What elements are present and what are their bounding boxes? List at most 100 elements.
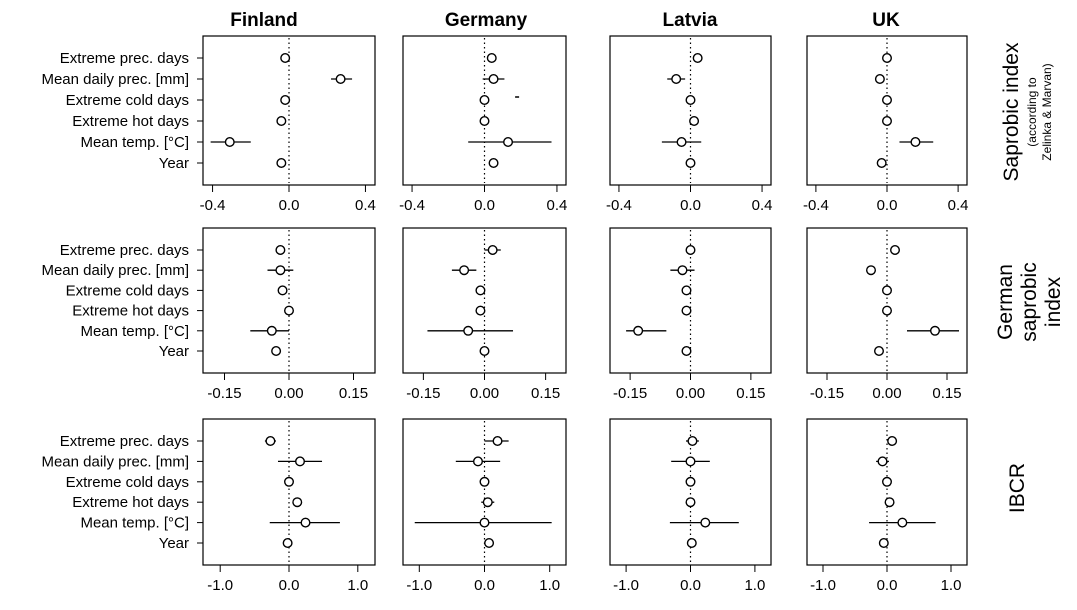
panel-ibcr-latvia: -1.0 0.0 1.0 bbox=[609, 418, 772, 594]
x-tick-label: 1.0 bbox=[347, 577, 368, 594]
estimate-point-extreme-cold-days bbox=[882, 476, 893, 487]
estimate-point-year bbox=[876, 157, 887, 168]
variable-label-extreme-cold-days: Extreme cold days bbox=[66, 92, 189, 109]
estimate-point-mean-temp-c bbox=[910, 136, 921, 147]
x-tick-label: 0.15 bbox=[531, 385, 560, 402]
estimate-point-extreme-hot-days bbox=[882, 305, 893, 316]
panel-german-saprobic-index-germany: -0.15 0.00 0.15 bbox=[402, 227, 567, 402]
estimate-point-year bbox=[488, 157, 499, 168]
estimate-point-extreme-cold-days bbox=[681, 285, 692, 296]
variable-label-mean-daily-prec-mm: Mean daily prec. [mm] bbox=[41, 71, 189, 88]
x-tick-label: -0.4 bbox=[399, 197, 425, 214]
variable-label-mean-temp-c: Mean temp. [°C] bbox=[80, 134, 189, 151]
estimate-point-extreme-hot-days bbox=[681, 305, 692, 316]
estimate-point-mean-daily-prec-mm bbox=[488, 73, 499, 84]
estimate-point-extreme-cold-days bbox=[882, 285, 893, 296]
estimate-point-extreme-hot-days bbox=[284, 305, 295, 316]
x-tick-label: 0.00 bbox=[470, 385, 499, 402]
panel-saprobic-index-finland: -0.4 0.0 0.4 bbox=[200, 35, 376, 214]
variable-label-extreme-cold-days: Extreme cold days bbox=[66, 474, 189, 491]
x-tick-label: 0.15 bbox=[932, 385, 961, 402]
estimate-point-mean-daily-prec-mm bbox=[335, 73, 346, 84]
estimate-point-extreme-hot-days bbox=[884, 497, 895, 508]
panel-saprobic-index-germany: -0.4 0.0 0.4 bbox=[399, 35, 568, 214]
x-tick-label: 0.15 bbox=[339, 385, 368, 402]
estimate-point-extreme-hot-days bbox=[482, 497, 493, 508]
panel-german-saprobic-index-uk: -0.15 0.00 0.15 bbox=[806, 227, 968, 402]
x-tick-label: 1.0 bbox=[744, 577, 765, 594]
estimate-point-mean-daily-prec-mm bbox=[877, 456, 888, 467]
estimate-point-extreme-prec-days bbox=[486, 53, 497, 64]
estimate-point-extreme-hot-days bbox=[292, 497, 303, 508]
estimate-point-extreme-cold-days bbox=[685, 476, 696, 487]
estimate-point-mean-daily-prec-mm bbox=[275, 265, 286, 276]
x-tick-label: 0.4 bbox=[948, 197, 969, 214]
x-tick-label: 0.4 bbox=[547, 197, 568, 214]
estimate-point-mean-temp-c bbox=[463, 325, 474, 336]
x-tick-label: -0.15 bbox=[406, 385, 440, 402]
variable-label-mean-daily-prec-mm: Mean daily prec. [mm] bbox=[41, 262, 189, 279]
x-tick-label: 0.00 bbox=[676, 385, 705, 402]
estimate-point-mean-daily-prec-mm bbox=[459, 265, 470, 276]
x-tick-label: 0.0 bbox=[279, 577, 300, 594]
variable-label-year: Year bbox=[159, 343, 189, 360]
row-title-ibcr: IBCR bbox=[1006, 463, 1029, 513]
x-tick-label: 0.00 bbox=[274, 385, 303, 402]
estimate-point-extreme-prec-days bbox=[692, 53, 703, 64]
estimate-point-mean-temp-c bbox=[930, 325, 941, 336]
estimate-point-extreme-prec-days bbox=[487, 244, 498, 255]
estimate-point-mean-daily-prec-mm bbox=[671, 73, 682, 84]
variable-label-mean-temp-c: Mean temp. [°C] bbox=[80, 323, 189, 340]
row-title-saprobic-sub1: (according to bbox=[1025, 77, 1039, 147]
country-title-finland: Finland bbox=[230, 10, 298, 31]
variable-label-extreme-cold-days: Extreme cold days bbox=[66, 282, 189, 299]
x-tick-label: -1.0 bbox=[613, 577, 639, 594]
estimate-point-mean-temp-c bbox=[633, 325, 644, 336]
x-tick-label: -0.15 bbox=[207, 385, 241, 402]
x-tick-label: -0.15 bbox=[613, 385, 647, 402]
estimate-point-mean-temp-c bbox=[479, 517, 490, 528]
variable-label-year: Year bbox=[159, 535, 189, 552]
estimate-point-mean-daily-prec-mm bbox=[685, 456, 696, 467]
estimate-point-extreme-hot-days bbox=[882, 115, 893, 126]
x-tick-label: 0.0 bbox=[877, 197, 898, 214]
estimate-point-extreme-hot-days bbox=[685, 497, 696, 508]
estimate-point-extreme-prec-days bbox=[882, 53, 893, 64]
panel-ibcr-uk: -1.0 0.0 1.0 bbox=[806, 418, 968, 594]
x-tick-label: 0.00 bbox=[872, 385, 901, 402]
x-tick-label: 0.0 bbox=[474, 197, 495, 214]
panel-ibcr-germany: -1.0 0.0 1.0 bbox=[402, 418, 567, 594]
panel-german-saprobic-index-finland: -0.15 0.00 0.15 bbox=[202, 227, 376, 402]
row-title-ibcr-main: IBCR bbox=[1006, 463, 1029, 513]
estimate-point-year bbox=[874, 346, 885, 357]
variable-label-extreme-hot-days: Extreme hot days bbox=[72, 494, 189, 511]
estimate-point-extreme-prec-days bbox=[265, 436, 276, 447]
variable-label-extreme-hot-days: Extreme hot days bbox=[72, 113, 189, 130]
estimate-point-mean-temp-c bbox=[676, 136, 687, 147]
estimate-point-extreme-prec-days bbox=[280, 53, 291, 64]
panel-ibcr-finland: -1.0 0.0 1.0 bbox=[202, 418, 376, 594]
estimate-point-mean-daily-prec-mm bbox=[866, 265, 877, 276]
estimate-point-year bbox=[686, 538, 697, 549]
variable-label-extreme-prec-days: Extreme prec. days bbox=[60, 433, 189, 450]
x-tick-label: 0.0 bbox=[877, 577, 898, 594]
row-title-german-saprobic-index: German saprobic index bbox=[994, 262, 1065, 341]
x-tick-label: 0.4 bbox=[355, 197, 376, 214]
estimate-point-extreme-cold-days bbox=[479, 476, 490, 487]
estimate-point-extreme-prec-days bbox=[492, 436, 503, 447]
x-tick-label: 0.0 bbox=[279, 197, 300, 214]
x-tick-label: -1.0 bbox=[207, 577, 233, 594]
estimate-point-year bbox=[484, 538, 495, 549]
x-tick-label: -0.15 bbox=[810, 385, 844, 402]
x-tick-label: 1.0 bbox=[941, 577, 962, 594]
estimate-point-extreme-prec-days bbox=[275, 244, 286, 255]
variable-label-mean-temp-c: Mean temp. [°C] bbox=[80, 515, 189, 532]
row-title-saprobic-main: Saprobic index bbox=[1000, 42, 1023, 181]
estimate-point-extreme-cold-days bbox=[882, 94, 893, 105]
row-title-german-line1: German bbox=[994, 264, 1017, 340]
estimate-point-mean-daily-prec-mm bbox=[874, 73, 885, 84]
country-title-germany: Germany bbox=[445, 10, 528, 31]
estimate-point-extreme-cold-days bbox=[685, 94, 696, 105]
x-tick-label: -0.4 bbox=[200, 197, 226, 214]
x-tick-label: -1.0 bbox=[406, 577, 432, 594]
